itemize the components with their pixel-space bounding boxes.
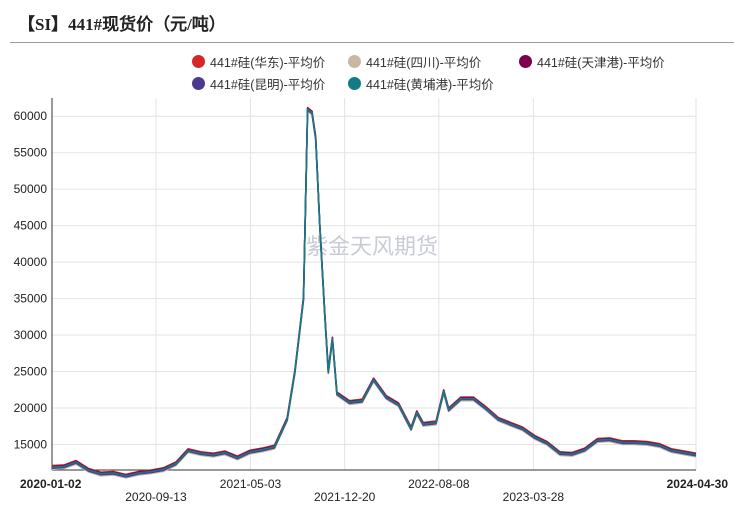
legend-label-kunming: 441#硅(昆明)-平均价: [210, 78, 326, 92]
legend-item-huadong[interactable]: 441#硅(华东)-平均价: [192, 52, 325, 71]
legend-label-tianjin: 441#硅(天津港)-平均价: [537, 56, 665, 70]
chart-gridlines: [51, 98, 697, 470]
legend-marker-tianjin: [519, 55, 532, 68]
y-tick-label: 55000: [14, 146, 48, 160]
legend-marker-sichuan: [348, 55, 361, 68]
legend-item-tianjin[interactable]: 441#硅(天津港)-平均价: [519, 52, 665, 71]
legend-item-sichuan[interactable]: 441#硅(四川)-平均价: [348, 52, 481, 71]
y-tick-label: 40000: [14, 255, 48, 269]
legend-marker-kunming: [192, 77, 205, 90]
series-line-huangpu: [51, 108, 697, 477]
y-tick-label: 35000: [14, 292, 48, 306]
title-divider: [10, 42, 734, 43]
x-tick-label: 2020-09-13: [125, 490, 187, 504]
legend-label-huangpu: 441#硅(黄埔港)-平均价: [366, 78, 494, 92]
legend-marker-huadong: [192, 55, 205, 68]
watermark-text: 紫金天风期货: [306, 235, 438, 260]
y-tick-label: 60000: [14, 109, 48, 123]
chart-axes: [51, 98, 696, 471]
x-tick-label: 2021-05-03: [220, 477, 282, 491]
y-tick-label: 20000: [14, 401, 48, 415]
x-tick-label: 2020-01-02: [20, 477, 82, 491]
legend-item-kunming[interactable]: 441#硅(昆明)-平均价: [192, 74, 325, 93]
legend-label-huadong: 441#硅(华东)-平均价: [210, 56, 326, 70]
x-tick-label: 2021-12-20: [314, 490, 376, 504]
series-line-kunming: [51, 109, 697, 478]
x-tick-label: 2023-03-28: [503, 490, 565, 504]
y-tick-label: 50000: [14, 182, 48, 196]
y-tick-label: 30000: [14, 328, 48, 342]
y-tick-label: 45000: [14, 219, 48, 233]
legend-item-huangpu[interactable]: 441#硅(黄埔港)-平均价: [348, 74, 494, 93]
x-tick-label: 2024-04-30: [667, 477, 729, 491]
chart-tick-labels: 15000 20000 25000 30000 35000 40000 45000 50000…: [14, 109, 729, 504]
y-tick-label: 25000: [14, 365, 48, 379]
series-line-tianjin: [51, 107, 697, 476]
legend-marker-huangpu: [348, 77, 361, 90]
legend-label-sichuan: 441#硅(四川)-平均价: [366, 56, 482, 70]
y-tick-label: 15000: [14, 437, 48, 451]
x-tick-label: 2022-08-08: [408, 477, 470, 491]
chart-series: [51, 106, 697, 479]
series-line-huadong: [51, 106, 697, 476]
chart-title: 【SI】441#现货价（元/吨）: [18, 15, 226, 34]
series-line-sichuan: [51, 110, 697, 479]
